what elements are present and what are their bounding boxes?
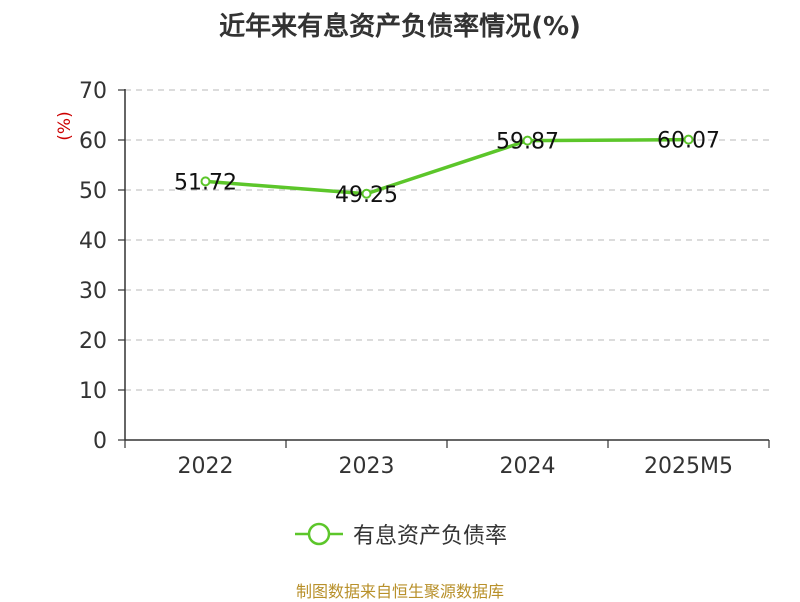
y-tick-label: 20: [79, 329, 107, 354]
x-tick-label: 2024: [500, 454, 556, 479]
data-label: 51.72: [174, 170, 237, 195]
data-point: [361, 188, 372, 199]
data-label: 59.87: [496, 130, 559, 155]
x-tick-label: 2023: [339, 454, 395, 479]
legend-line-marker-icon: [294, 522, 343, 546]
data-label: 60.07: [657, 129, 720, 154]
data-labels: 51.72 49.25 59.87 60.07: [174, 129, 720, 208]
data-point: [522, 135, 533, 146]
x-axis-ticks: 2022 2023 2024 2025M5: [124, 440, 770, 479]
y-tick-label: 10: [79, 379, 107, 404]
source-note: 制图数据来自恒生聚源数据库: [295, 582, 504, 601]
y-axis-label: (%): [55, 111, 75, 140]
series-line: [205, 137, 689, 196]
y-tick-label: 30: [79, 279, 107, 304]
data-label: 49.25: [335, 183, 398, 208]
data-point: [200, 176, 211, 187]
x-tick-label: 2025M5: [644, 454, 733, 479]
data-point: [683, 134, 694, 145]
grid-lines: [125, 89, 769, 391]
data-points: [200, 134, 694, 199]
y-tick-label: 0: [93, 429, 107, 454]
legend: 有息资产负债率: [0, 518, 800, 550]
y-tick-label: 70: [79, 79, 107, 104]
legend-label: 有息资产负债率: [352, 524, 507, 549]
chart-title: 近年来有息资产负债率情况(%): [219, 12, 581, 42]
x-tick-label: 2022: [178, 454, 234, 479]
y-tick-label: 60: [79, 129, 107, 154]
y-axis-ticks: 0 10 20 30 40 50 60 70: [79, 79, 125, 454]
y-tick-label: 40: [79, 229, 107, 254]
y-tick-label: 50: [79, 179, 107, 204]
series-lines: [205, 137, 689, 196]
